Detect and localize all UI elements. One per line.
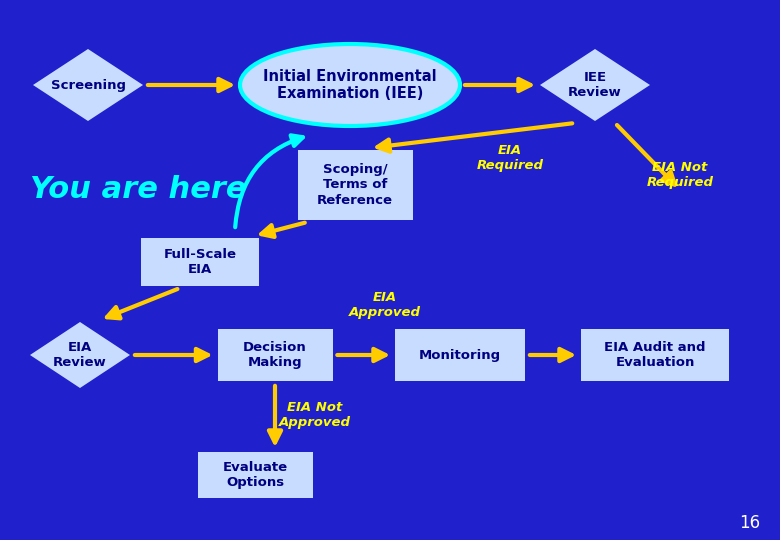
FancyBboxPatch shape (395, 329, 525, 381)
Text: Scoping/
Terms of
Reference: Scoping/ Terms of Reference (317, 164, 393, 206)
FancyBboxPatch shape (197, 452, 313, 498)
Text: You are here: You are here (30, 176, 246, 205)
FancyBboxPatch shape (297, 150, 413, 220)
Polygon shape (33, 49, 143, 121)
Text: EIA Not
Approved: EIA Not Approved (279, 401, 351, 429)
Text: IEE
Review: IEE Review (568, 71, 622, 99)
Text: Decision
Making: Decision Making (243, 341, 307, 369)
Text: Evaluate
Options: Evaluate Options (222, 461, 288, 489)
Text: EIA Audit and
Evaluation: EIA Audit and Evaluation (604, 341, 706, 369)
Text: Initial Environmental
Examination (IEE): Initial Environmental Examination (IEE) (263, 69, 437, 101)
FancyBboxPatch shape (141, 238, 259, 286)
FancyBboxPatch shape (581, 329, 729, 381)
Text: Screening: Screening (51, 78, 126, 91)
Text: EIA Not
Required: EIA Not Required (647, 161, 714, 189)
Text: Monitoring: Monitoring (419, 348, 501, 361)
Text: EIA
Approved: EIA Approved (349, 291, 421, 319)
Polygon shape (30, 322, 130, 388)
Ellipse shape (240, 44, 460, 126)
Text: EIA
Required: EIA Required (477, 144, 544, 172)
Text: EIA
Review: EIA Review (53, 341, 107, 369)
Text: 16: 16 (739, 514, 760, 532)
FancyArrowPatch shape (236, 136, 303, 227)
FancyBboxPatch shape (218, 329, 332, 381)
Polygon shape (540, 49, 650, 121)
Text: Full-Scale
EIA: Full-Scale EIA (164, 248, 236, 276)
